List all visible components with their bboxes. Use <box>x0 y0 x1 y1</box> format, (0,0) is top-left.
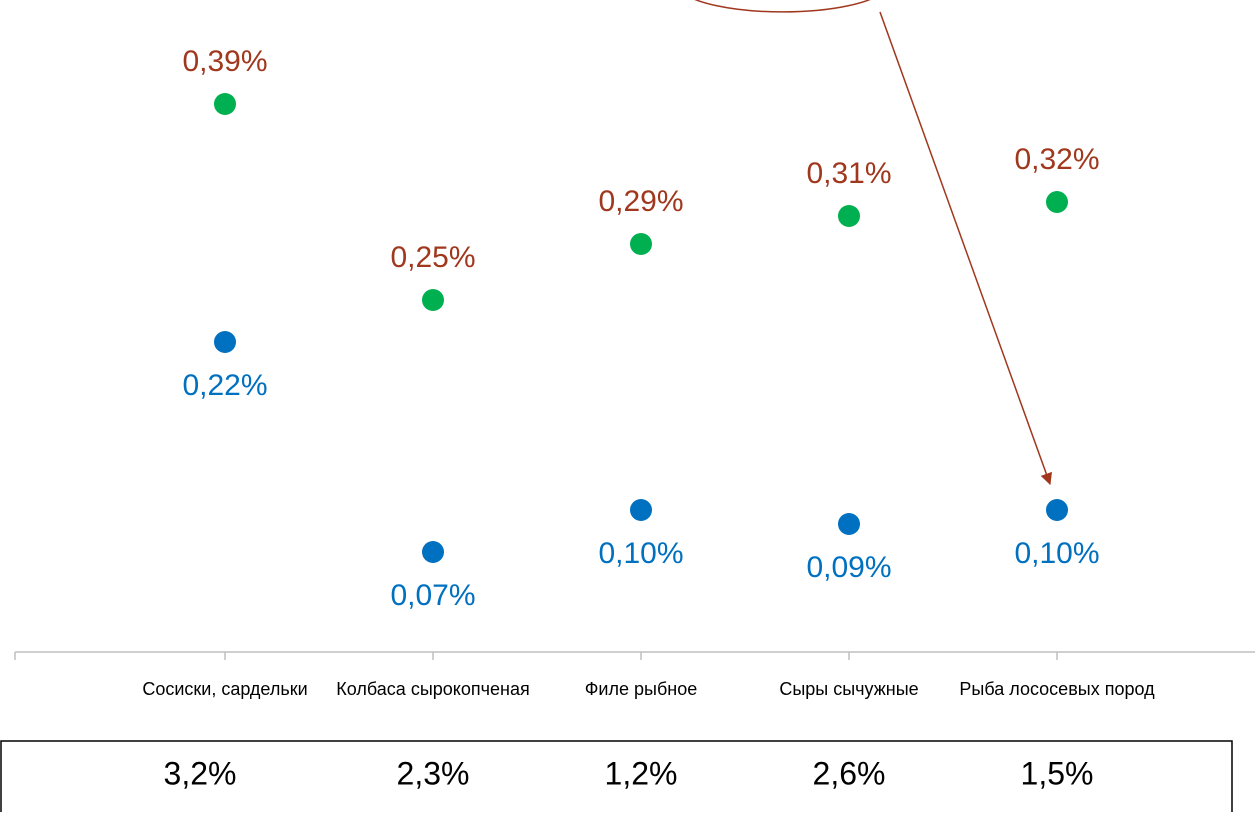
callout-ellipse <box>694 0 871 13</box>
x-tick-label: Сосиски, сардельки <box>142 679 307 699</box>
value-label: 0,09% <box>806 551 891 584</box>
value-label: 0,10% <box>598 537 683 570</box>
dot <box>214 93 236 115</box>
dot <box>422 289 444 311</box>
x-tick-label: Филе рыбное <box>585 679 697 699</box>
dot <box>630 233 652 255</box>
x-tick-label: Рыба лососевых пород <box>959 679 1155 699</box>
dot <box>630 499 652 521</box>
bottom-value: 1,5% <box>1021 755 1094 791</box>
x-tick-label: Сыры сычужные <box>779 679 918 699</box>
x-tick-label: Колбаса сырокопченая <box>336 679 529 699</box>
value-label: 0,07% <box>390 579 475 612</box>
value-label: 0,10% <box>1014 537 1099 570</box>
bottom-box <box>0 740 1233 817</box>
dot <box>838 513 860 535</box>
bottom-value: 2,6% <box>813 755 886 791</box>
bottom-value: 2,3% <box>397 755 470 791</box>
callout-arrow <box>879 11 1052 486</box>
dot <box>1046 191 1068 213</box>
dot <box>1046 499 1068 521</box>
dot <box>214 331 236 353</box>
value-label: 0,22% <box>182 369 267 402</box>
value-label: 0,31% <box>806 157 891 190</box>
value-label: 0,39% <box>182 45 267 78</box>
dot <box>838 205 860 227</box>
dot <box>422 541 444 563</box>
bottom-value: 1,2% <box>605 755 678 791</box>
value-label: 0,25% <box>390 241 475 274</box>
value-label: 0,29% <box>598 185 683 218</box>
bottom-value: 3,2% <box>164 755 237 791</box>
value-label: 0,32% <box>1014 143 1099 176</box>
